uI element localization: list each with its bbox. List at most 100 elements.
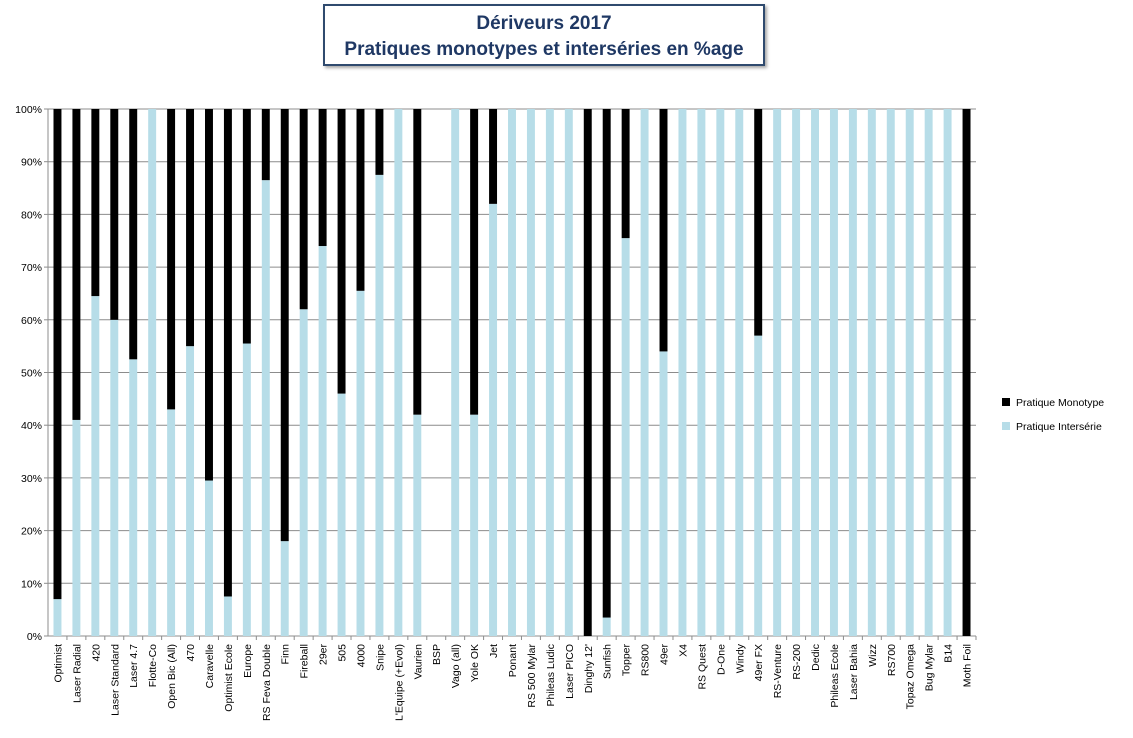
x-category-label: 49er [659,643,671,665]
bar-interserie [318,246,327,636]
chart-title: Dériveurs 2017 [476,13,612,34]
x-category-label: Vago (all) [450,644,462,688]
bar-interserie [470,414,479,636]
bar-interserie [394,109,403,636]
bar-interserie [697,109,706,636]
bar-monotype [659,109,668,352]
bar-monotype [621,109,630,239]
bar-interserie [167,409,176,636]
bar-interserie [905,109,914,636]
bar-monotype [72,109,81,420]
x-category-label: Bug Mylar [924,643,936,691]
x-category-label: D-One [715,644,727,675]
bar-monotype [167,109,176,410]
bar-interserie [299,309,308,636]
x-category-label: 505 [337,644,349,662]
y-tick-label: 70% [21,262,42,274]
x-category-label: RS700 [886,644,898,676]
bar-interserie [735,109,744,636]
bar-monotype [299,109,308,310]
bar-interserie [186,346,195,636]
x-category-label: BSP [431,644,443,665]
bar-interserie [773,109,782,636]
bar-interserie [545,109,554,636]
legend-swatch [1002,398,1010,406]
bar-interserie [337,393,346,636]
x-category-label: Dedic [810,644,822,671]
y-tick-label: 60% [21,315,42,327]
bar-interserie [886,109,895,636]
bar-interserie [205,480,213,636]
bar-interserie [754,335,763,636]
x-category-label: Sunfish [602,644,614,679]
bar-interserie [223,596,232,636]
bar-monotype [337,109,346,394]
chart-subtitle: Pratiques monotypes et interséries en %a… [344,39,744,60]
legend-label: Pratique Intersérie [1016,421,1102,433]
y-tick-label: 10% [21,578,42,590]
x-category-label: Wizz [867,644,879,667]
x-category-label: Optimist Ecole [223,644,235,712]
bar-monotype [280,109,289,542]
bar-interserie [356,290,365,636]
bar-interserie [375,174,384,636]
y-tick-label: 50% [21,368,42,380]
bar-interserie [148,109,157,636]
bar-interserie [867,109,876,636]
legend-label: Pratique Monotype [1016,397,1104,409]
x-category-label: Windy [734,643,746,673]
x-category-label: 49er FX [753,644,765,681]
x-category-label: Flotte-Co [147,644,159,687]
x-category-label: Laser Radial [71,644,83,703]
x-category-label: Laser Standard [109,644,121,716]
bar-interserie [242,343,251,636]
x-category-label: RS800 [640,644,652,676]
bar-interserie [564,109,573,636]
bar-monotype [583,109,592,636]
y-tick-label: 90% [21,157,42,169]
x-category-label: Moth Foil [962,644,974,687]
x-category-label: RS Feva Double [261,644,273,721]
bar-interserie [53,599,62,636]
bar-monotype [318,109,327,247]
bar-monotype [413,109,422,415]
bar-monotype [375,109,384,175]
x-category-label: RS-Venture [772,644,784,698]
x-category-label: Laser 4.7 [128,644,140,688]
bar-interserie [110,319,119,636]
x-category-label: Laser PICO [564,644,576,699]
bar-monotype [261,109,270,181]
bar-interserie [621,238,630,637]
bar-interserie [678,109,687,636]
x-category-label: Vaurien [412,644,424,680]
bar-interserie [716,109,725,636]
x-category-label: Europe [242,644,254,678]
bar-monotype [129,109,138,360]
x-category-label: Topper [621,644,633,677]
bar-interserie [811,109,819,636]
bar-interserie [91,296,100,636]
bar-monotype [754,109,763,336]
bar-interserie [261,180,270,636]
legend-swatch [1002,422,1010,430]
bar-interserie [924,109,933,636]
x-category-label: Fireball [299,644,311,678]
y-tick-label: 40% [21,420,42,432]
bar-monotype [110,109,119,320]
bar-monotype [962,109,971,636]
x-category-label: X4 [677,644,689,657]
bar-monotype [186,109,195,347]
x-category-label: 29er [318,643,330,665]
y-tick-label: 0% [27,631,42,643]
bar-monotype [91,109,100,297]
x-category-label: Ponant [507,644,519,677]
bar-interserie [848,109,857,636]
bar-interserie [829,109,838,636]
x-category-label: 470 [185,644,197,662]
bar-monotype [470,109,479,415]
x-category-label: Optimist [52,644,64,683]
x-category-label: Topaz Omega [905,644,917,710]
chart-title-box: Dériveurs 2017 Pratiques monotypes et in… [323,4,765,66]
x-category-label: RS 500 Mylar [526,644,538,708]
